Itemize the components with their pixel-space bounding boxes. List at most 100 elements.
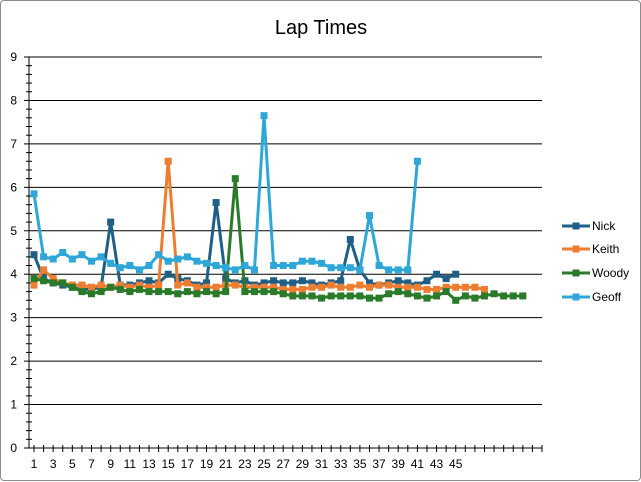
data-point	[318, 259, 326, 267]
data-point	[327, 292, 335, 300]
data-point	[116, 285, 124, 293]
data-point	[298, 292, 306, 300]
series-line	[32, 114, 419, 272]
legend-marker	[572, 222, 580, 230]
data-point	[174, 255, 182, 263]
data-point	[394, 266, 402, 274]
x-tick-label: 17	[181, 457, 195, 471]
legend-item-nick: Nick	[562, 219, 616, 233]
data-point	[49, 275, 57, 283]
data-point	[164, 288, 172, 296]
data-point	[59, 249, 67, 256]
data-point	[145, 288, 153, 296]
data-point	[289, 292, 297, 300]
legend-item-keith: Keith	[562, 242, 619, 256]
data-point	[452, 283, 460, 291]
x-tick-label: 37	[372, 457, 386, 471]
x-tick-label: 23	[238, 457, 252, 471]
data-point	[385, 290, 393, 298]
data-point	[452, 296, 460, 304]
data-point	[385, 281, 393, 289]
data-point	[260, 283, 268, 291]
data-point	[222, 288, 230, 296]
data-point	[327, 281, 335, 289]
x-tick-label: 31	[315, 457, 329, 471]
data-point	[59, 279, 67, 287]
data-point	[394, 283, 402, 291]
data-point	[212, 283, 220, 291]
data-point	[289, 279, 297, 287]
x-tick-label: 1	[31, 457, 38, 471]
data-point	[433, 285, 441, 293]
x-tick-label: 21	[219, 457, 233, 471]
x-tick-label: 39	[392, 457, 406, 471]
data-point	[490, 290, 498, 298]
data-point	[135, 285, 143, 293]
data-point	[433, 270, 441, 278]
x-tick-label: 29	[296, 457, 310, 471]
data-point	[298, 285, 306, 293]
legend-item-geoff: Geoff	[562, 290, 622, 304]
legend-marker	[572, 269, 580, 277]
data-point	[193, 290, 201, 298]
data-point	[155, 251, 163, 259]
series-lines	[30, 112, 527, 304]
data-point	[88, 290, 96, 298]
data-point	[270, 277, 278, 285]
data-point	[30, 281, 38, 289]
data-point	[49, 279, 57, 287]
x-tick-label: 43	[430, 457, 444, 471]
data-point	[30, 275, 38, 283]
x-tick-label: 5	[69, 457, 76, 471]
x-tick-label: 9	[107, 457, 114, 471]
y-tick-label: 6	[10, 180, 17, 194]
data-point	[97, 253, 105, 261]
data-point	[289, 285, 297, 293]
data-point	[193, 283, 201, 291]
data-point	[203, 279, 211, 287]
data-point	[270, 262, 278, 270]
data-point	[365, 283, 373, 291]
data-point	[88, 283, 96, 291]
data-point	[375, 281, 383, 289]
data-point	[231, 266, 239, 274]
x-tick-label: 7	[88, 457, 95, 471]
data-point	[337, 277, 345, 285]
data-point	[78, 288, 86, 296]
x-tick-label: 35	[353, 457, 367, 471]
data-point	[519, 292, 527, 300]
data-point	[107, 283, 115, 291]
x-tick-label: 13	[142, 457, 156, 471]
series-woody	[30, 175, 527, 304]
data-point	[346, 235, 354, 243]
x-tick-label: 33	[334, 457, 348, 471]
data-point	[231, 281, 239, 289]
data-point	[394, 277, 402, 285]
data-point	[289, 262, 297, 270]
data-point	[404, 279, 412, 287]
data-point	[164, 157, 172, 165]
data-point	[260, 288, 268, 296]
data-point	[404, 290, 412, 298]
legend-item-woody: Woody	[562, 266, 629, 280]
data-point	[279, 279, 287, 287]
data-point	[365, 279, 373, 287]
y-tick-label: 5	[10, 224, 17, 238]
data-point	[222, 264, 230, 272]
data-point	[241, 262, 249, 270]
data-point	[461, 292, 469, 300]
data-point	[164, 257, 172, 265]
data-point	[88, 257, 96, 265]
data-point	[404, 266, 412, 274]
data-point	[279, 285, 287, 293]
data-point	[49, 255, 57, 263]
data-point	[509, 292, 517, 300]
legend-label: Woody	[592, 266, 629, 280]
data-point	[135, 266, 143, 274]
data-point	[40, 266, 48, 274]
data-point	[327, 264, 335, 272]
data-point	[346, 283, 354, 291]
data-point	[212, 262, 220, 270]
data-point	[308, 292, 316, 300]
x-tick-label: 45	[449, 457, 463, 471]
